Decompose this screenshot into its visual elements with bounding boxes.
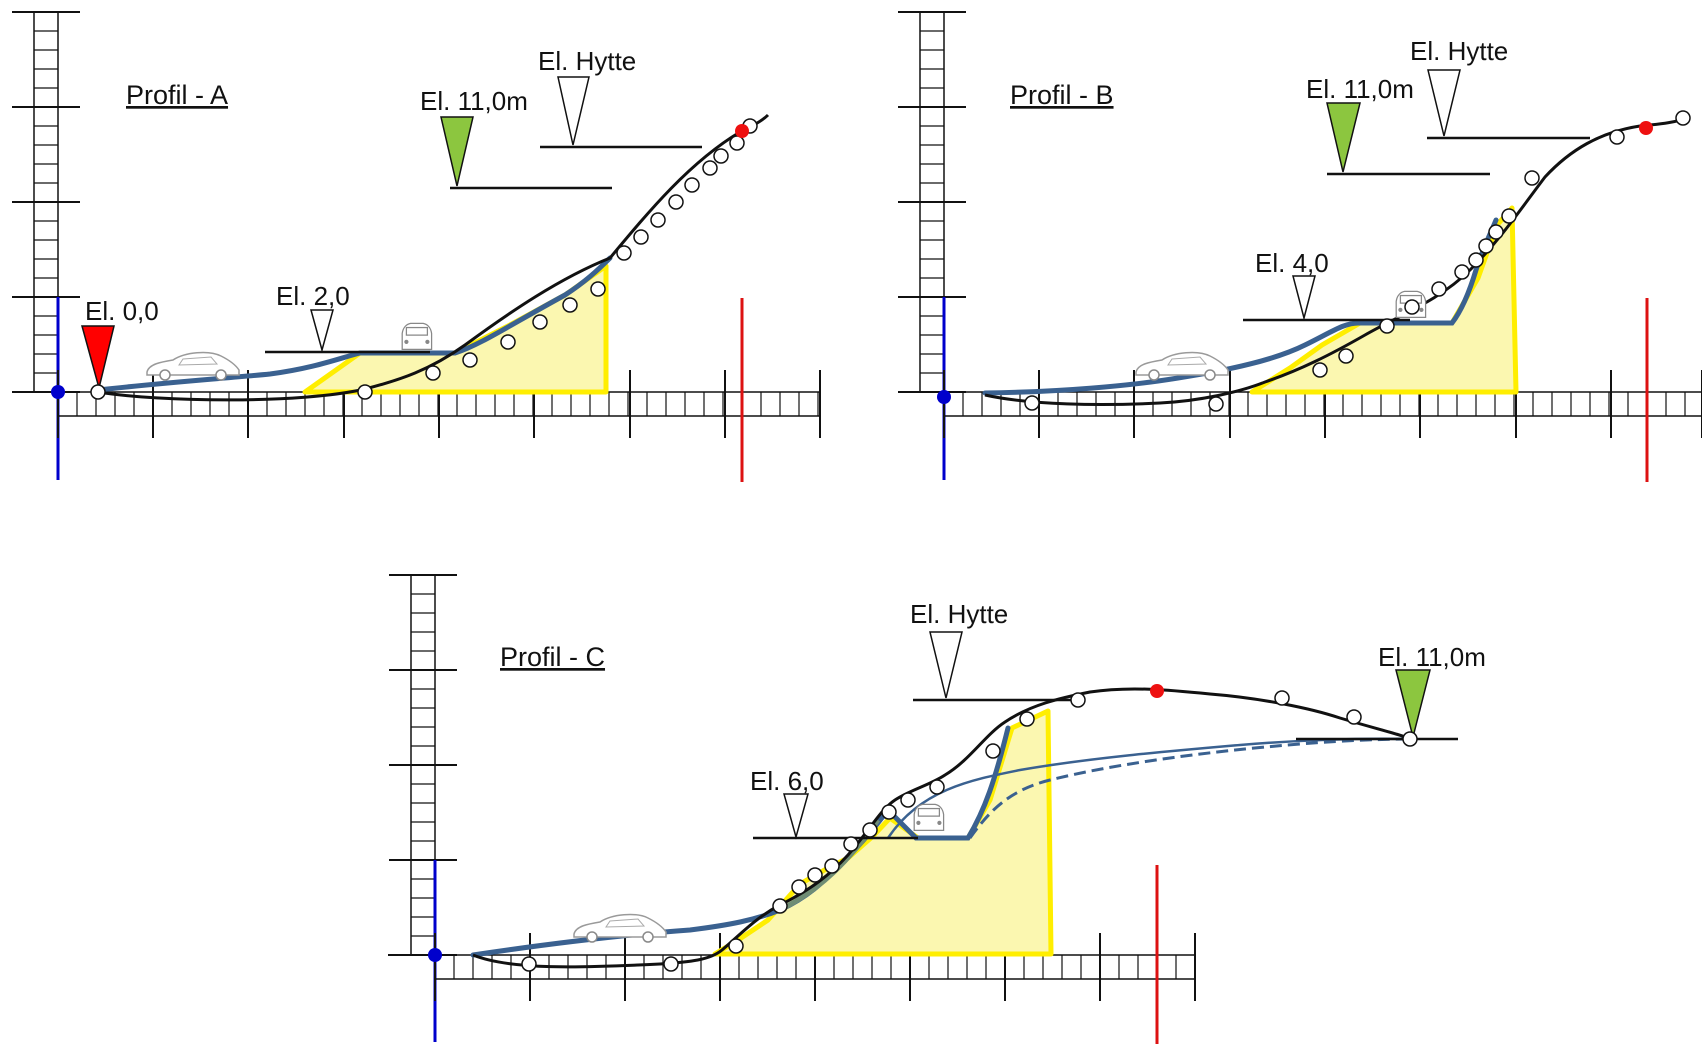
profile-title: Profil - B xyxy=(1010,80,1114,110)
survey-point xyxy=(684,177,700,193)
road-elevation-label: El. 11,0m xyxy=(420,86,528,116)
excavation-area xyxy=(1249,205,1519,395)
survey-point xyxy=(1070,692,1086,708)
excavation-area xyxy=(302,263,609,395)
survey-point xyxy=(357,384,373,400)
survey-point xyxy=(843,836,859,852)
survey-point xyxy=(1338,348,1354,364)
survey-point xyxy=(772,898,788,914)
survey-point xyxy=(1524,170,1540,186)
survey-point xyxy=(1488,224,1504,240)
road-level-marker-green xyxy=(1326,102,1361,173)
level-marker-low xyxy=(783,793,809,840)
survey-point xyxy=(590,281,606,297)
car-icon xyxy=(1135,351,1229,381)
survey-point xyxy=(807,867,823,883)
survey-point xyxy=(633,229,649,245)
survey-point xyxy=(728,938,744,954)
low-elevation-label: El. 6,0 xyxy=(750,766,824,796)
survey-point xyxy=(929,779,945,795)
summit-point xyxy=(1639,121,1653,135)
survey-point xyxy=(1404,299,1420,315)
survey-point xyxy=(702,160,718,176)
survey-point xyxy=(1454,264,1470,280)
cabin-level-marker xyxy=(1427,69,1461,137)
road-level-marker-green xyxy=(440,116,474,187)
survey-point xyxy=(616,245,632,261)
car-icon xyxy=(573,913,667,943)
cabin-elevation-label: El. Hytte xyxy=(910,599,1008,629)
survey-point xyxy=(1019,711,1035,727)
profile-b: Profil - B El. 4,0 El. 11,0m El. Hytte xyxy=(898,11,1702,482)
car-icon xyxy=(401,322,433,351)
survey-point xyxy=(1431,281,1447,297)
survey-point xyxy=(713,148,729,164)
origin-point xyxy=(51,385,65,399)
survey-point xyxy=(532,314,548,330)
survey-point xyxy=(1478,238,1494,254)
road-elevation-label: El. 11,0m xyxy=(1378,642,1486,672)
profile-title: Profil - A xyxy=(126,80,228,110)
survey-point xyxy=(1312,362,1328,378)
survey-point xyxy=(1468,252,1484,268)
survey-point xyxy=(1346,709,1362,725)
survey-point xyxy=(462,352,478,368)
survey-point xyxy=(1675,110,1691,126)
survey-point xyxy=(862,822,878,838)
survey-point xyxy=(1609,129,1625,145)
low-elevation-label: El. 2,0 xyxy=(276,281,350,311)
origin-marker-red xyxy=(81,325,115,389)
survey-point xyxy=(521,956,537,972)
profile-title: Profil - C xyxy=(500,642,605,672)
survey-point xyxy=(650,212,666,228)
low-elevation-label: El. 4,0 xyxy=(1255,248,1329,278)
survey-point xyxy=(881,804,897,820)
design-slope-line xyxy=(886,737,1411,839)
vertical-scale-ruler xyxy=(12,11,80,393)
survey-point xyxy=(791,879,807,895)
ground-profile xyxy=(472,687,1411,969)
cabin-elevation-label: El. Hytte xyxy=(538,46,636,76)
survey-point xyxy=(729,135,745,151)
profile-a: Profil - A El. 0,0 El. 2,0 El. 11,0m El.… xyxy=(12,11,821,482)
survey-point xyxy=(1274,690,1290,706)
car-icon xyxy=(913,803,945,832)
survey-point xyxy=(985,743,1001,759)
summit-point xyxy=(735,124,749,138)
vertical-scale-ruler xyxy=(898,11,966,393)
survey-point xyxy=(1379,318,1395,334)
survey-point xyxy=(562,297,578,313)
survey-point xyxy=(90,384,106,400)
origin-elevation-label: El. 0,0 xyxy=(85,296,159,326)
survey-point xyxy=(425,365,441,381)
ground-profile xyxy=(97,113,770,402)
origin-point xyxy=(428,948,442,962)
survey-point xyxy=(500,334,516,350)
level-marker-low xyxy=(310,309,334,353)
cabin-elevation-label: El. Hytte xyxy=(1410,36,1508,66)
planned-slope-surface xyxy=(95,255,613,393)
survey-point xyxy=(1208,396,1224,412)
survey-point xyxy=(1501,208,1517,224)
summit-point xyxy=(1150,684,1164,698)
origin-point xyxy=(937,390,951,404)
cabin-level-marker xyxy=(929,631,963,699)
survey-point xyxy=(663,956,679,972)
survey-point xyxy=(900,792,916,808)
vertical-scale-ruler xyxy=(389,574,457,956)
road-level-marker-green xyxy=(1395,669,1431,738)
survey-point xyxy=(1402,731,1418,747)
car-icon xyxy=(146,351,240,381)
road-elevation-label: El. 11,0m xyxy=(1306,74,1414,104)
survey-point xyxy=(824,858,840,874)
survey-point xyxy=(668,194,684,210)
level-marker-low xyxy=(1292,275,1316,321)
planned-slope-surface xyxy=(982,217,1499,396)
cabin-level-marker xyxy=(557,76,590,146)
design-slope-line-dashed xyxy=(968,737,1411,839)
survey-point xyxy=(1024,395,1040,411)
profile-c: Profil - C El. 6,0 El. Hytte El. 11,0m xyxy=(388,574,1486,1044)
